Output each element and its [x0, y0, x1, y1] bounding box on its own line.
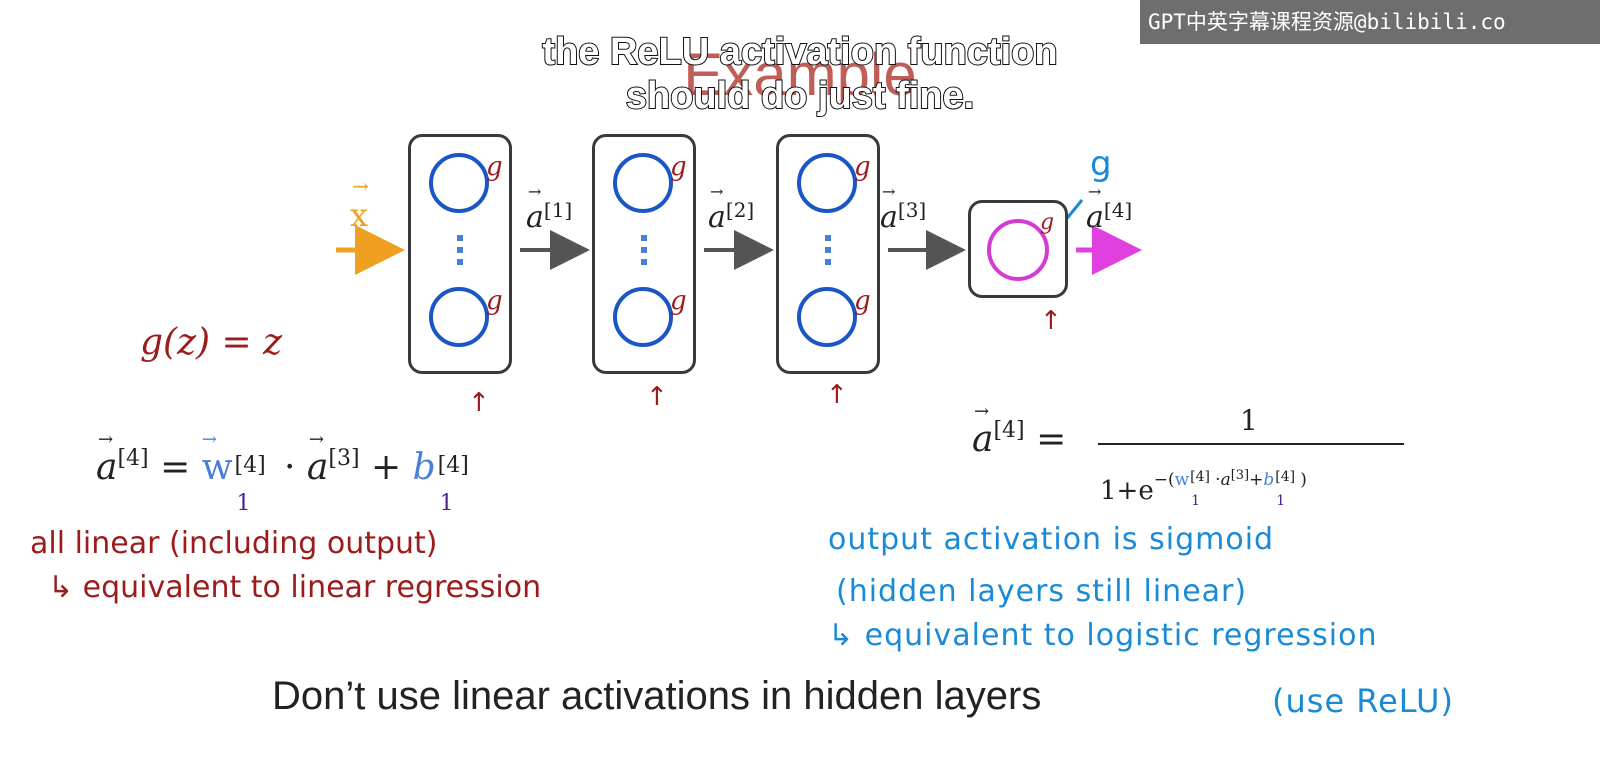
sigmoid-numerator: 1 — [1240, 404, 1258, 437]
activation-a4-label: → a[4] — [1086, 182, 1133, 235]
ellipsis-dots — [457, 235, 463, 271]
output-neuron — [987, 219, 1049, 281]
activation-g-label: g — [854, 286, 871, 316]
linear-output-equation: → a[4] = → w [4] 1 · → a[3] + b [4] 1 — [96, 429, 469, 516]
caption-line-1: the ReLU activation function — [541, 30, 1058, 74]
neuron — [797, 287, 857, 347]
hidden-layer-1 — [408, 134, 512, 374]
note-output-sigmoid: output activation is sigmoid — [828, 522, 1275, 557]
activation-g-label: g — [670, 286, 687, 316]
input-x-label: → x — [350, 174, 369, 234]
subtitle-caption: the ReLU activation function should do j… — [390, 30, 1210, 118]
output-activation-g-label: g — [1040, 210, 1055, 235]
ellipsis-dots — [641, 235, 647, 271]
neuron — [613, 287, 673, 347]
note-logistic-regression: ↳ equivalent to logistic regression — [828, 618, 1378, 653]
neuron — [429, 287, 489, 347]
activation-a1-label: → a[1] — [526, 182, 573, 235]
note-all-linear: all linear (including output) — [30, 526, 438, 561]
hidden-layer-2 — [592, 134, 696, 374]
slide-title: Example — [683, 41, 917, 108]
bottom-takeaway: Don’t use linear activations in hidden l… — [272, 674, 1042, 718]
layer-2-up-mark: ↑ — [646, 382, 668, 412]
activation-a2-label: → a[2] — [708, 182, 755, 235]
neuron — [797, 153, 857, 213]
sigmoid-denominator: 1+e−(w [4] 1 ·a[3]+b [4] 1) — [1100, 468, 1307, 509]
neuron — [429, 153, 489, 213]
activation-g-label: g — [854, 152, 871, 182]
activation-a3-label: → a[3] — [880, 182, 927, 235]
caption-line-2: should do just fine. — [625, 74, 975, 118]
bottom-relu-note: (use ReLU) — [1272, 682, 1454, 720]
watermark: GPT中英字幕课程资源@bilibili.co — [1140, 0, 1600, 44]
ellipsis-dots — [825, 235, 831, 271]
sigmoid-lhs: → a[4] = — [972, 401, 1067, 460]
note-linear-regression: ↳ equivalent to linear regression — [48, 570, 542, 605]
activation-g-label: g — [486, 152, 503, 182]
layer-3-up-mark: ↑ — [826, 380, 848, 410]
output-layer — [968, 200, 1068, 298]
note-hidden-linear: (hidden layers still linear) — [836, 574, 1248, 609]
output-up-mark: ↑ — [1040, 306, 1062, 336]
layer-1-up-mark: ↑ — [468, 388, 490, 418]
output-activation-annotation: g — [1090, 144, 1112, 184]
activation-g-label: g — [670, 152, 687, 182]
activation-g-label: g — [486, 286, 503, 316]
hidden-layer-3 — [776, 134, 880, 374]
neuron — [613, 153, 673, 213]
linear-activation-equation: g(z) = z — [140, 322, 283, 363]
